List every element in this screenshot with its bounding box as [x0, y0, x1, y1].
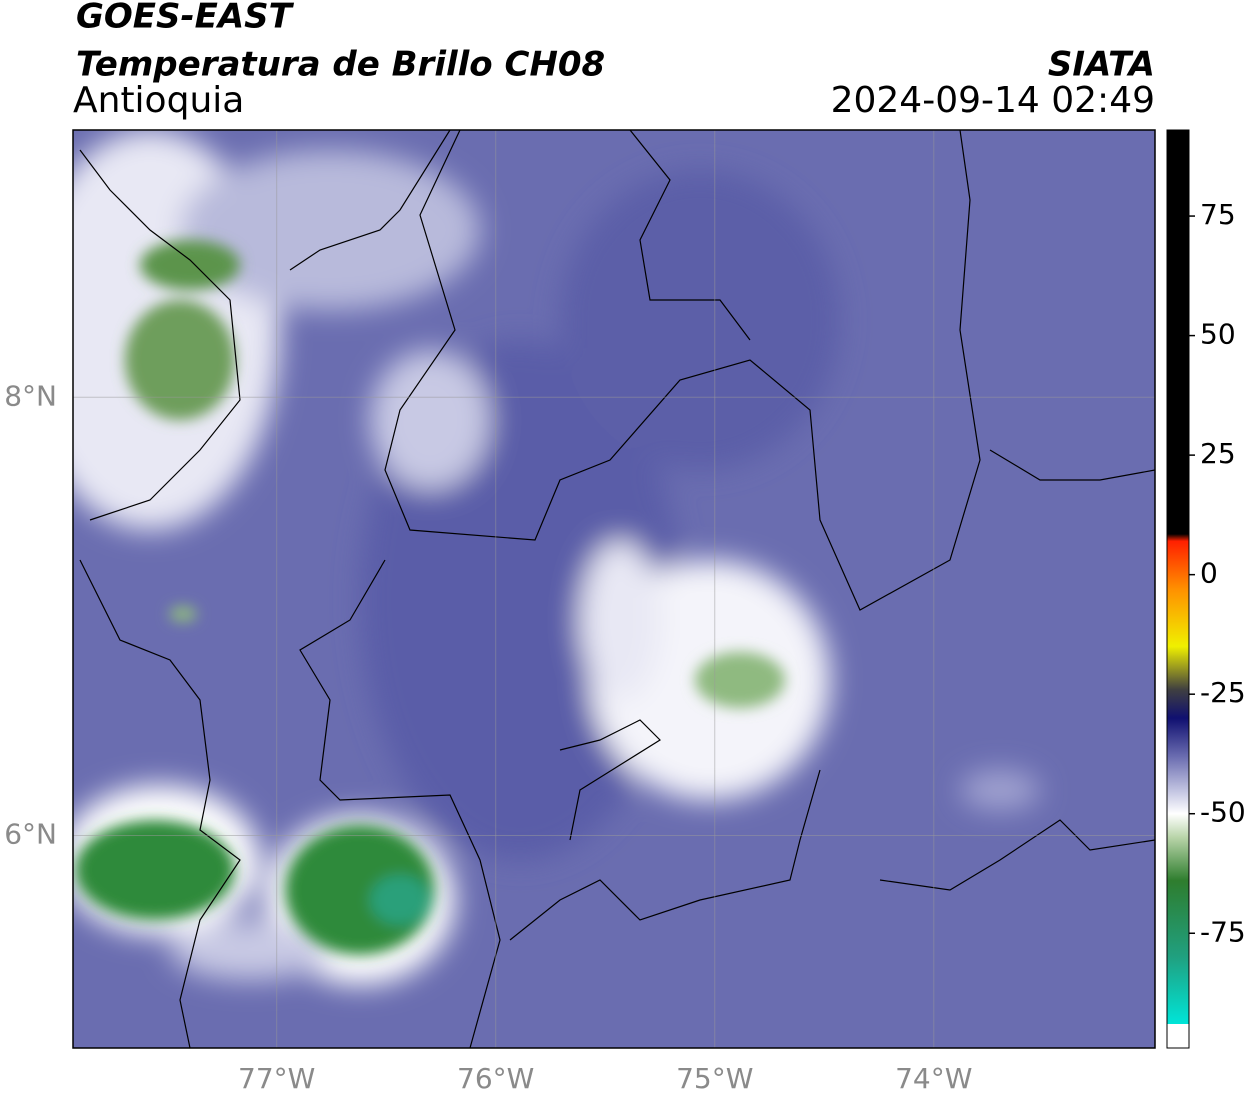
timestamp: 2024-09-14 02:49 [831, 80, 1155, 121]
borders [79, 130, 1155, 1048]
subtitle: Temperatura de Brillo CH08 [76, 45, 605, 85]
x-tick-label: 74°W [895, 1062, 972, 1095]
colorbar-tick-label: 25 [1200, 437, 1236, 470]
grid [73, 130, 1155, 1048]
y-tick-label: 8°N [4, 379, 57, 412]
colorbar-tick-label: 0 [1200, 557, 1218, 590]
x-tick-label: 76°W [457, 1062, 534, 1095]
source: SIATA [1048, 45, 1155, 85]
colorbar-tick-label: -75 [1200, 915, 1246, 948]
x-tick-label: 77°W [238, 1062, 315, 1095]
colorbar-tick-label: -25 [1200, 676, 1246, 709]
colorbar-tick-label: 75 [1200, 198, 1236, 231]
y-tick-label: 6°N [4, 817, 57, 850]
map-frame [72, 129, 1156, 1049]
colorbar-tick-label: -50 [1200, 796, 1246, 829]
colorbar-tick-label: 50 [1200, 318, 1236, 351]
region: Antioquia [73, 80, 244, 121]
x-tick-label: 75°W [676, 1062, 753, 1095]
satellite-image [73, 130, 1155, 1048]
title: GOES-EAST [76, 0, 295, 37]
colorbar [1166, 129, 1190, 1049]
